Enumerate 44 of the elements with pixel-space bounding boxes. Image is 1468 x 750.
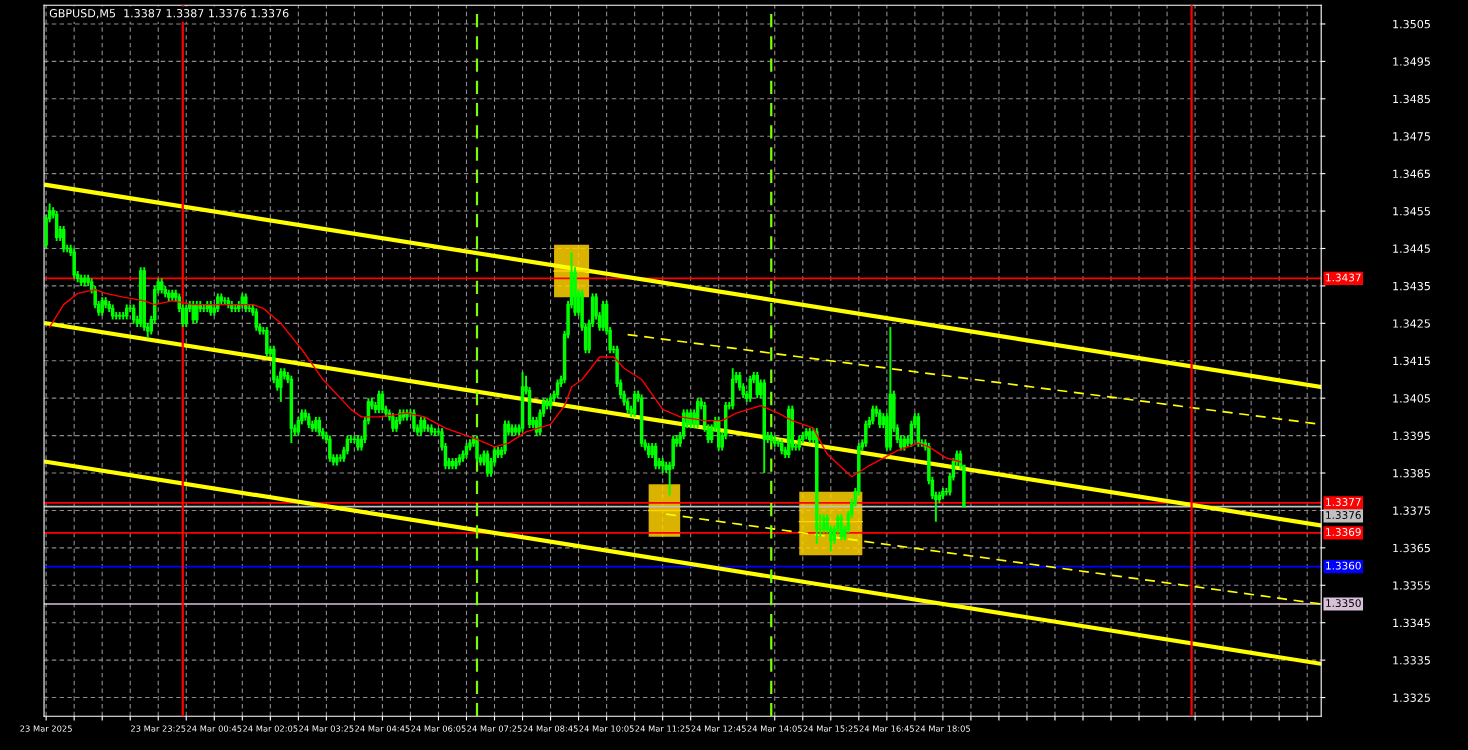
y-tick-label: 1.3465 [1393,169,1430,179]
y-tick-label: 1.3335 [1393,656,1430,665]
candlestick [223,296,227,306]
y-tick-label: 1.3375 [1393,506,1430,515]
y-tick-label: 1.3495 [1393,57,1430,66]
y-tick-label: 1.3365 [1393,543,1430,553]
y-tick-label: 1.3485 [1393,94,1430,104]
ref-line-label: 1.3437 [1326,273,1361,282]
x-tick-label: 24 Mar 07:25 [467,725,522,732]
y-tick-label: 1.3385 [1393,468,1430,478]
y-tick-label: 1.3425 [1393,319,1430,328]
x-tick-label: 24 Mar 15:25 [803,725,858,732]
y-tick-label: 1.3355 [1393,581,1430,590]
y-tick-label: 1.3325 [1393,693,1430,702]
candlestick [433,427,437,437]
y-tick-label: 1.3445 [1393,244,1430,253]
y-tick-label: 1.3455 [1393,207,1430,216]
x-tick-label: 24 Mar 02:05 [243,725,298,732]
y-tick-label: 1.3405 [1393,394,1430,403]
y-tick-label: 1.3475 [1393,132,1430,141]
x-tick-label: 24 Mar 18:05 [915,725,970,732]
x-tick-label: 24 Mar 03:25 [299,725,354,732]
ref-line-label: 1.3369 [1326,528,1361,536]
x-tick-label: 24 Mar 04:45 [355,725,410,732]
ref-line-label: 1.3376 [1326,511,1361,519]
x-tick-label: 24 Mar 10:05 [579,725,634,732]
x-tick-label: 24 Mar 11:25 [635,725,690,732]
ref-line-label: 1.3377 [1326,498,1361,506]
x-tick-label: 24 Mar 00:45 [187,725,242,732]
x-tick-label: 24 Mar 14:05 [747,725,802,732]
x-tick-label: 24 Mar 08:45 [523,725,578,732]
chart-title: GBPUSD,M5 1.3387 1.3387 1.3376 1.3376 [49,9,289,19]
x-tick-label: 23 Mar 2025 [20,725,72,732]
y-tick-label: 1.3415 [1393,356,1430,366]
x-tick-label: 23 Mar 23:25 [131,725,186,732]
x-tick-label: 24 Mar 06:05 [411,725,466,732]
y-tick-label: 1.3345 [1393,618,1430,628]
y-tick-label: 1.3435 [1393,281,1430,291]
x-tick-label: 24 Mar 16:45 [859,725,914,732]
ref-line-label: 1.3350 [1326,599,1361,608]
ref-line-label: 1.3360 [1326,561,1361,570]
y-tick-label: 1.3505 [1393,19,1430,29]
y-tick-label: 1.3395 [1393,431,1430,440]
x-tick-label: 24 Mar 12:45 [691,725,746,732]
